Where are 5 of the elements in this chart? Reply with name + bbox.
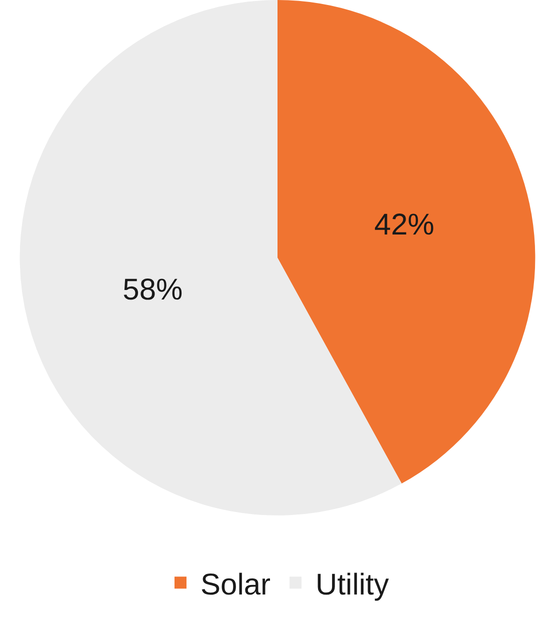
pie-slice	[278, 0, 535, 484]
legend-label: Solar	[200, 568, 271, 602]
legend-label: Utility	[316, 568, 389, 602]
data-label: 42%	[374, 208, 434, 242]
data-label: 58%	[122, 273, 183, 306]
